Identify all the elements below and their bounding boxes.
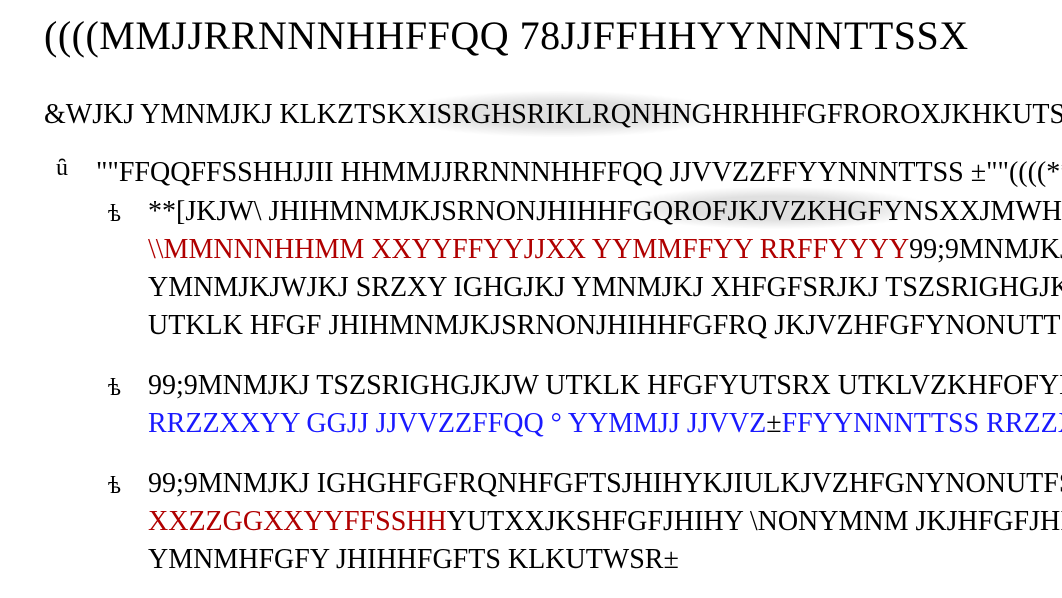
text-run: UTKLK HFGF JHIHMNMJKJSRNONJHIHHFGFRQ JKJ… [148,310,1062,341]
text-line: UTKLK HFGF JHIHMNMJKJSRNONJHIHHFGFRQ JKJ… [148,307,1062,345]
page-title: ((((MMJJRRNNNHHFFQQ 78JJFFHHYYNNNTTSSX [0,12,1062,59]
text-run: \\MMNNNHHMM XXYYFFYYJJXX YYMMFFYY RRFFYY… [148,234,909,265]
sub-bullet-list: ѣ **[JKJW\ JHIHMNMJKJSRNONJHIHHFGQROFJKJV… [108,193,1062,579]
bullet-list: ȗ ""FFQQFFSSHHJJII HHMMJJRRNNNHHFFQQ JJV… [0,157,1062,579]
text-run: ± [766,408,781,439]
text-run: YUTXXJKSHFGFJH [447,506,694,537]
text-run: 99;9MNMJKJ TSZSRIGHGJKJW UTKLK HFGFYUTSR… [148,370,1062,401]
text-run: RRZZXXYY GGJJ JJVVZZFFQQ ° YYMMJJ JJVVZ [148,408,766,439]
text-line: 99;9MNMJKJ TSZSRIGHGJKJW UTKLK HFGFYUTSR… [148,367,1062,405]
text-line: 99;9MNMJKJ IGHGHFGFRQNHFGFTSJHIHYKJIULKJ… [148,465,1062,503]
text-run: XXZZGGXXYYFFSSHH [148,506,447,537]
top-bullet-marker-icon: ȗ [56,155,68,182]
sub-bullet-item: ѣ **[JKJW\ JHIHMNMJKJSRNONJHIHHFGQROFJKJV… [108,193,1062,345]
sub-bullet-lines: 99;9MNMJKJ IGHGHFGFRQNHFGFTSJHIHYKJIULKJ… [148,465,1062,579]
text-line: \\MMNNNHHMM XXYYFFYYJJXX YYMMFFYY RRFFYY… [148,231,1062,269]
top-bullet-text: ""FFQQFFSSHHJJII HHMMJJRRNNNHHFFQQ JJVVZ… [96,157,1062,188]
text-run: FFYYNNNTTSS RRZZXX [782,408,1062,439]
page-subtitle: &WJKJ YMNMJKJ KLKZTSKXISRGHSRIKLRQNHNGHR… [0,99,1062,131]
subtitle-text: &WJKJ YMNMJKJ KLKZTSKXISRGHSRIKLRQNHNGHR… [44,99,1062,130]
sub-bullet-marker-icon: ѣ [108,195,121,233]
text-line: YMNMJKJWJKJ SRZXY IGHGJKJ YMNMJKJ XHFGFS… [148,269,1062,307]
top-bullet-item: ȗ ""FFQQFFSSHHJJII HHMMJJRRNNNHHFFQQ JJV… [56,157,1062,189]
sub-bullet-marker-icon: ѣ [108,369,121,407]
sub-bullet-lines: 99;9MNMJKJ TSZSRIGHGJKJW UTKLK HFGFYUTSR… [148,367,1062,443]
text-line: YMNMHFGFY JHIHHFGFTS KLKUTWSR± [148,541,1062,579]
text-run: YMNMJKJWJKJ SRZXY IGHGJKJ YMNMJKJ XHFGFS… [148,272,1062,303]
sub-bullet-lines: **[JKJW\ JHIHMNMJKJSRNONJHIHHFGQROFJKJVZ… [148,193,1062,345]
sub-bullet-item: ѣ 99;9MNMJKJ IGHGHFGFRQNHFGFTSJHIHYKJIULK… [108,465,1062,579]
page-root: ((((MMJJRRNNNHHFFQQ 78JJFFHHYYNNNTTSSX &… [0,0,1062,598]
text-run: 99;9MNMJKJ IGHGHFGFRQNHFGFTSJHIHYKJIULKJ… [148,468,1062,499]
text-line: **[JKJW\ JHIHMNMJKJSRNONJHIHHFGQROFJKJVZ… [148,193,1062,231]
text-run: 99;9MNMJKJSW [909,234,1062,265]
sub-bullet-item: ѣ 99;9MNMJKJ TSZSRIGHGJKJW UTKLK HFGFYUTS… [108,367,1062,443]
text-run: **[JKJW\ JHIHMNMJKJSRNONJHIHHFGQROFJKJVZ… [148,196,1062,227]
text-run: IHY \NONYMNM JKJHFGFJHIHMN [694,506,1062,537]
text-run: YMNMHFGFY JHIHHFGFTS KLKUTWSR± [148,544,679,575]
text-line: RRZZXXYY GGJJ JJVVZZFFQQ ° YYMMJJ JJVVZ±… [148,405,1062,443]
sub-bullet-marker-icon: ѣ [108,467,121,505]
text-line: XXZZGGXXYYFFSSHHYUTXXJKSHFGFJHIHY \NONYM… [148,503,1062,541]
